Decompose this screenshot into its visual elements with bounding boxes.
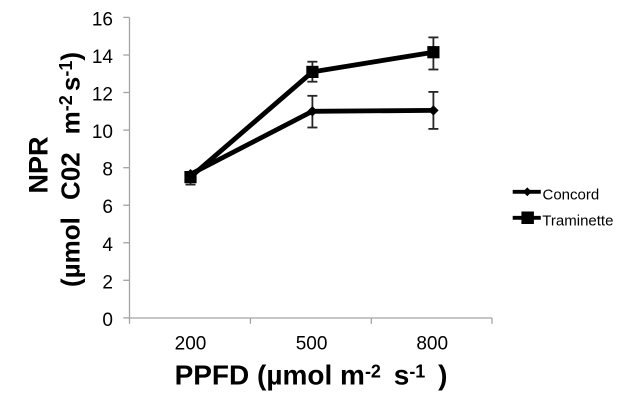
svg-text:0: 0 <box>102 310 113 331</box>
svg-text:12: 12 <box>92 85 113 106</box>
svg-text:200: 200 <box>175 334 207 355</box>
svg-text:(µmolC02m-2s-1): (µmolC02m-2s-1) <box>55 52 85 287</box>
svg-text:Traminette: Traminette <box>542 212 613 229</box>
svg-text:500: 500 <box>296 334 328 355</box>
svg-text:Concord: Concord <box>543 187 600 204</box>
svg-text:PPFD (µmol m-2 s-1 ): PPFD (µmol m-2 s-1 ) <box>175 360 448 391</box>
svg-text:10: 10 <box>92 122 113 143</box>
svg-text:6: 6 <box>102 197 113 218</box>
svg-text:4: 4 <box>102 235 113 256</box>
svg-text:2: 2 <box>102 272 113 293</box>
svg-text:14: 14 <box>92 47 114 68</box>
svg-text:NPR: NPR <box>24 136 54 193</box>
svg-text:16: 16 <box>92 9 113 30</box>
svg-text:8: 8 <box>102 160 113 181</box>
svg-text:800: 800 <box>416 334 448 355</box>
